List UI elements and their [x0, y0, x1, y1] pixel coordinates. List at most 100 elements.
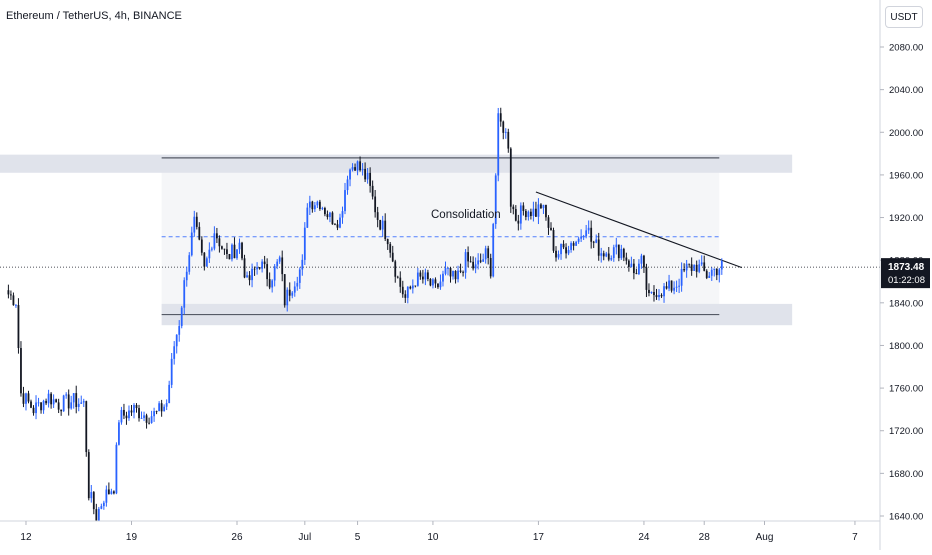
candle-body	[703, 262, 706, 271]
candle-body	[138, 408, 140, 419]
candle-body	[221, 246, 223, 249]
candle-body	[90, 492, 93, 499]
candle-body	[499, 113, 502, 122]
candle-body	[125, 415, 128, 419]
candle-body	[218, 238, 221, 247]
candle-body	[615, 244, 618, 248]
candle-body	[512, 206, 515, 210]
candle-body	[17, 305, 20, 349]
candle-body	[210, 248, 213, 250]
y-tick-label: 1720.00	[889, 426, 923, 437]
candle-body	[462, 271, 464, 273]
candle-body	[487, 248, 490, 258]
candle-body	[15, 305, 17, 306]
candle-body	[301, 259, 304, 270]
candle-body	[364, 168, 367, 180]
candle-body	[7, 290, 10, 295]
candle-body	[170, 358, 173, 385]
candle-body	[653, 291, 655, 296]
candle-body	[379, 219, 382, 230]
candle-body	[40, 402, 42, 411]
candle-body	[391, 252, 394, 262]
candles-layer	[7, 107, 723, 522]
candle-body	[331, 212, 334, 225]
candle-body	[198, 226, 201, 240]
y-tick-label: 2080.00	[889, 43, 923, 54]
x-tick-label: 26	[231, 532, 243, 543]
candle-body	[25, 393, 27, 404]
candle-body	[720, 261, 723, 270]
candle-body	[100, 506, 103, 509]
candle-body	[213, 233, 216, 249]
candle-body	[113, 491, 115, 494]
candle-body	[158, 403, 161, 412]
candle-body	[693, 264, 696, 271]
candle-body	[386, 239, 389, 245]
candle-body	[627, 260, 630, 267]
candle-body	[535, 208, 537, 217]
price-badge	[881, 258, 930, 289]
candle-body	[356, 161, 359, 171]
candle-body	[602, 253, 605, 257]
candle-body	[288, 289, 291, 296]
candle-body	[82, 401, 85, 403]
candle-body	[303, 227, 306, 260]
candle-body	[401, 286, 404, 295]
candle-body	[57, 402, 60, 410]
resistance-zone	[0, 154, 793, 173]
candle-body	[592, 241, 595, 243]
currency-button[interactable]: USDT	[885, 6, 923, 28]
candle-body	[411, 285, 414, 289]
candle-body	[532, 208, 535, 217]
candle-body	[102, 502, 105, 507]
candle-body	[271, 280, 274, 288]
candle-body	[660, 294, 663, 297]
candle-body	[710, 269, 713, 276]
candle-body	[67, 394, 70, 409]
candle-body	[133, 404, 135, 413]
candle-body	[321, 208, 324, 209]
candle-body	[80, 402, 83, 404]
candle-body	[527, 211, 530, 217]
x-tick-label: 17	[533, 532, 545, 543]
candle-body	[663, 286, 665, 297]
candle-body	[281, 257, 284, 275]
y-tick-label: 1800.00	[889, 341, 923, 352]
candle-body	[276, 261, 279, 267]
candle-body	[424, 272, 427, 280]
candle-body	[700, 262, 703, 265]
candle-body	[668, 280, 670, 289]
candle-body	[329, 212, 331, 218]
candle-body	[326, 214, 329, 218]
candle-body	[97, 508, 100, 521]
candle-body	[248, 275, 251, 281]
candle-body	[638, 263, 640, 275]
candle-body	[313, 205, 316, 210]
candle-body	[444, 268, 447, 274]
candle-body	[268, 279, 271, 288]
candle-body	[718, 269, 721, 276]
candle-body	[95, 509, 98, 521]
candle-body	[509, 148, 512, 207]
candle-body	[597, 239, 600, 256]
candle-body	[645, 267, 648, 290]
candle-body	[72, 393, 75, 403]
candle-body	[110, 491, 113, 495]
candle-body	[635, 273, 638, 275]
candle-body	[140, 417, 143, 419]
candle-body	[62, 395, 65, 412]
candle-body	[45, 400, 47, 404]
candle-body	[296, 282, 299, 287]
candle-body	[524, 210, 527, 217]
zones-layer	[0, 154, 793, 326]
candle-body	[47, 393, 50, 404]
candle-body	[437, 283, 439, 288]
candle-body	[688, 263, 691, 265]
candle-body	[580, 236, 583, 239]
candle-body	[492, 224, 495, 277]
candle-body	[32, 407, 35, 414]
candle-body	[540, 204, 542, 209]
candle-body	[203, 252, 206, 267]
